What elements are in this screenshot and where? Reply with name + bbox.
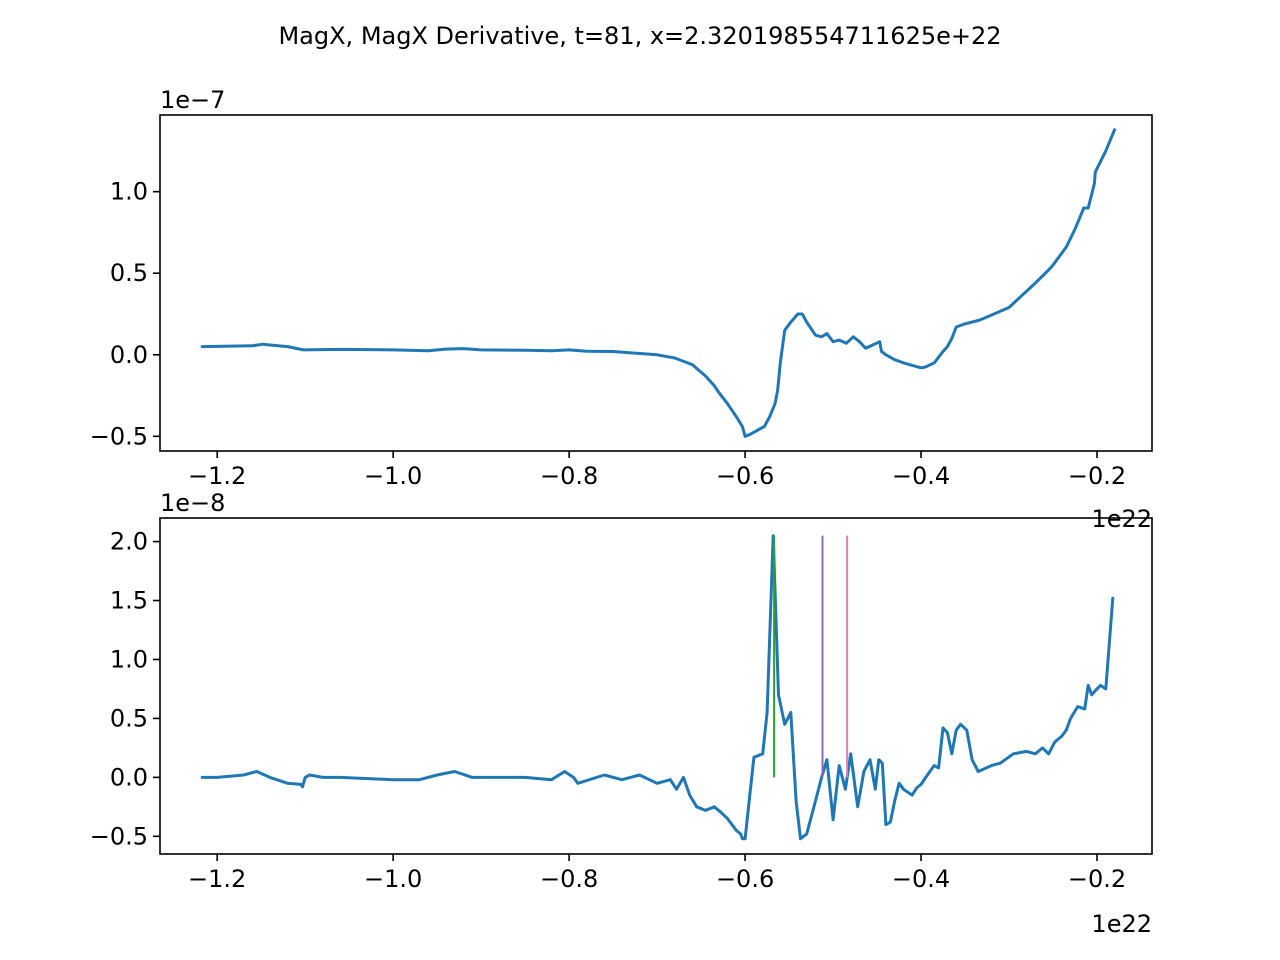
bottom-subplot-y-tick-label: −0.5	[90, 822, 148, 850]
top-subplot-y-tick-label: 0.5	[110, 259, 148, 287]
bottom-subplot-y-tick-label: 0.5	[110, 704, 148, 732]
top-subplot-frame	[159, 114, 1153, 452]
top-subplot-series-line-0	[200, 128, 1117, 438]
bottom-subplot-x-ticks: −1.2 −1.0 −0.8 −0.6 −0.4 −0.2	[188, 854, 1126, 893]
bottom-subplot-y-ticks: −0.5 0.0 0.5 1.0 1.5 2.0	[90, 528, 160, 850]
top-subplot-y-tick-label: 1.0	[110, 178, 148, 206]
top-subplot-x-tick-label: −1.2	[188, 462, 246, 490]
top-subplot-y-tick-label: 0.0	[110, 341, 148, 369]
top-subplot-y-ticks: −0.5 0.0 0.5 1.0	[90, 178, 160, 450]
bottom-subplot-x-offset-label: 1e22	[1091, 910, 1152, 938]
bottom-subplot-y-tick-label: 2.0	[110, 528, 148, 556]
bottom-subplot-y-tick-label: 0.0	[110, 763, 148, 791]
bottom-subplot-series-line-0	[200, 534, 1115, 841]
bottom-subplot-frame	[159, 517, 1153, 855]
bottom-subplot-x-tick-label: −0.6	[716, 865, 774, 893]
bottom-subplot-x-tick-label: −1.2	[188, 865, 246, 893]
bottom-subplot-x-tick-label: −0.2	[1068, 865, 1126, 893]
top-subplot-x-ticks: −1.2 −1.0 −0.8 −0.6 −0.4 −0.2	[188, 451, 1126, 490]
bottom-subplot-y-tick-label: 1.0	[110, 645, 148, 673]
top-subplot-x-tick-label: −0.2	[1068, 462, 1126, 490]
top-subplot-y-offset-label: 1e−7	[160, 86, 225, 114]
top-subplot-x-tick-label: −0.8	[540, 462, 598, 490]
bottom-subplot-series	[200, 534, 1115, 841]
top-subplot-x-tick-label: −0.4	[892, 462, 950, 490]
top-subplot-x-offset-label: 1e22	[1091, 505, 1152, 533]
figure-title: MagX, MagX Derivative, t=81, x=2.3201985…	[278, 22, 1001, 50]
top-subplot: −1.2 −1.0 −0.8 −0.6 −0.4 −0.2 −0.5 0.0 0.5 1.0 1…	[90, 86, 1153, 533]
bottom-subplot-y-tick-label: 1.5	[110, 587, 148, 615]
bottom-subplot: −1.2 −1.0 −0.8 −0.6 −0.4 −0.2 −0.5 0.0 0.5 1.0 1.…	[90, 489, 1153, 938]
top-subplot-x-tick-label: −1.0	[364, 462, 422, 490]
top-subplot-series	[200, 128, 1117, 438]
bottom-subplot-x-tick-label: −1.0	[364, 865, 422, 893]
top-subplot-y-tick-label: −0.5	[90, 422, 148, 450]
top-subplot-x-tick-label: −0.6	[716, 462, 774, 490]
bottom-subplot-x-tick-label: −0.4	[892, 865, 950, 893]
bottom-subplot-vlines	[773, 535, 849, 778]
bottom-subplot-y-offset-label: 1e−8	[160, 489, 225, 517]
bottom-subplot-x-tick-label: −0.8	[540, 865, 598, 893]
